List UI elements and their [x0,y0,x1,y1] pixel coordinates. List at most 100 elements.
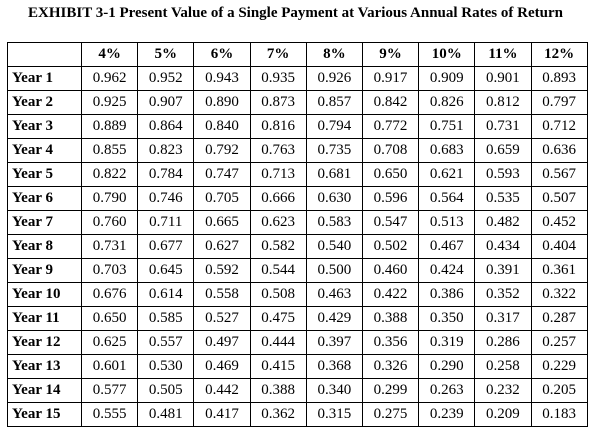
present-value-cell: 0.417 [193,402,251,427]
present-value-cell: 0.840 [193,114,251,139]
present-value-cell: 0.864 [137,114,195,139]
present-value-cell: 0.404 [530,234,588,259]
row-header-year: Year 14 [7,378,82,403]
present-value-cell: 0.901 [474,66,532,91]
present-value-cell: 0.794 [305,114,363,139]
present-value-cell: 0.527 [193,306,251,331]
present-value-cell: 0.665 [193,210,251,235]
present-value-cell: 0.790 [80,186,139,211]
table-row: Year 3 0.889 0.864 0.840 0.816 0.794 0.772 0.75… [7,114,588,139]
present-value-cell: 0.650 [80,306,139,331]
present-value-cell: 0.857 [305,90,363,115]
table-row: Year 12 0.625 0.557 0.497 0.444 0.397 0.356 0.3… [7,330,588,355]
present-value-cell: 0.555 [80,402,139,427]
present-value-cell: 0.823 [137,138,195,163]
table-row: Year 8 0.731 0.677 0.627 0.582 0.540 0.502 0.46… [7,234,588,259]
table-row: Year 6 0.790 0.746 0.705 0.666 0.630 0.596 0.56… [7,186,588,211]
present-value-cell: 0.290 [418,354,476,379]
row-header-year: Year 7 [7,210,82,235]
present-value-cell: 0.731 [474,114,532,139]
present-value-cell: 0.258 [474,354,532,379]
present-value-cell: 0.340 [305,378,363,403]
table-row: Year 14 0.577 0.505 0.442 0.388 0.340 0.299 0.2… [7,378,588,403]
table-row: Year 7 0.760 0.711 0.665 0.623 0.583 0.547 0.51… [7,210,588,235]
present-value-cell: 0.812 [474,90,532,115]
present-value-cell: 0.666 [249,186,307,211]
present-value-cell: 0.183 [530,402,588,427]
present-value-cell: 0.507 [530,186,588,211]
present-value-cell: 0.558 [193,282,251,307]
present-value-cell: 0.625 [80,330,139,355]
present-value-cell: 0.315 [305,402,363,427]
present-value-cell: 0.614 [137,282,195,307]
present-value-cell: 0.205 [530,378,588,403]
row-header-year: Year 4 [7,138,82,163]
present-value-cell: 0.676 [80,282,139,307]
present-value-cell: 0.557 [137,330,195,355]
present-value-cell: 0.513 [418,210,476,235]
present-value-cell: 0.482 [474,210,532,235]
table-row: Year 2 0.925 0.907 0.890 0.873 0.857 0.842 0.82… [7,90,588,115]
present-value-cell: 0.621 [418,162,476,187]
table-row: Year 10 0.676 0.614 0.558 0.508 0.463 0.422 0.3… [7,282,588,307]
present-value-cell: 0.893 [530,66,588,91]
present-value-cell: 0.601 [80,354,139,379]
present-value-cell: 0.943 [193,66,251,91]
present-value-cell: 0.263 [418,378,476,403]
column-header-rate: 4% [80,42,139,67]
present-value-cell: 0.909 [418,66,476,91]
row-header-year: Year 12 [7,330,82,355]
present-value-cell: 0.500 [305,258,363,283]
present-value-cell: 0.275 [361,402,420,427]
present-value-cell: 0.583 [305,210,363,235]
present-value-cell: 0.890 [193,90,251,115]
present-value-cell: 0.422 [361,282,420,307]
present-value-cell: 0.209 [474,402,532,427]
present-value-cell: 0.925 [80,90,139,115]
row-header-year: Year 11 [7,306,82,331]
column-header-rate: 12% [530,42,588,67]
present-value-cell: 0.708 [361,138,420,163]
table-row: Year 5 0.822 0.784 0.747 0.713 0.681 0.650 0.62… [7,162,588,187]
present-value-cell: 0.623 [249,210,307,235]
present-value-cell: 0.361 [530,258,588,283]
present-value-cell: 0.760 [80,210,139,235]
present-value-cell: 0.452 [530,210,588,235]
row-header-year: Year 13 [7,354,82,379]
present-value-cell: 0.650 [361,162,420,187]
present-value-cell: 0.497 [193,330,251,355]
present-value-cell: 0.424 [418,258,476,283]
present-value-cell: 0.659 [474,138,532,163]
table-header-row: 4% 5% 6% 7% 8% 9% 10% 11% 12% [7,42,588,67]
present-value-cell: 0.855 [80,138,139,163]
present-value-cell: 0.287 [530,306,588,331]
table-row: Year 9 0.703 0.645 0.592 0.544 0.500 0.460 0.42… [7,258,588,283]
present-value-cell: 0.391 [474,258,532,283]
present-value-cell: 0.792 [193,138,251,163]
present-value-cell: 0.816 [249,114,307,139]
present-value-cell: 0.645 [137,258,195,283]
present-value-cell: 0.530 [137,354,195,379]
present-value-cell: 0.475 [249,306,307,331]
table-row: Year 1 0.962 0.952 0.943 0.935 0.926 0.917 0.90… [7,66,588,91]
present-value-cell: 0.826 [418,90,476,115]
present-value-cell: 0.712 [530,114,588,139]
row-header-year: Year 3 [7,114,82,139]
present-value-cell: 0.636 [530,138,588,163]
present-value-cell: 0.319 [418,330,476,355]
present-value-table: 4% 5% 6% 7% 8% 9% 10% 11% 12% Year 1 0.96… [7,42,588,427]
present-value-cell: 0.299 [361,378,420,403]
table-row: Year 13 0.601 0.530 0.469 0.415 0.368 0.326 0.2… [7,354,588,379]
present-value-cell: 0.683 [418,138,476,163]
present-value-cell: 0.577 [80,378,139,403]
present-value-cell: 0.397 [305,330,363,355]
present-value-cell: 0.444 [249,330,307,355]
table-row: Year 15 0.555 0.481 0.417 0.362 0.315 0.275 0.2… [7,402,588,427]
present-value-cell: 0.239 [418,402,476,427]
present-value-cell: 0.356 [361,330,420,355]
column-header-rate: 9% [361,42,420,67]
present-value-cell: 0.711 [137,210,195,235]
present-value-cell: 0.873 [249,90,307,115]
present-value-cell: 0.585 [137,306,195,331]
present-value-cell: 0.677 [137,234,195,259]
